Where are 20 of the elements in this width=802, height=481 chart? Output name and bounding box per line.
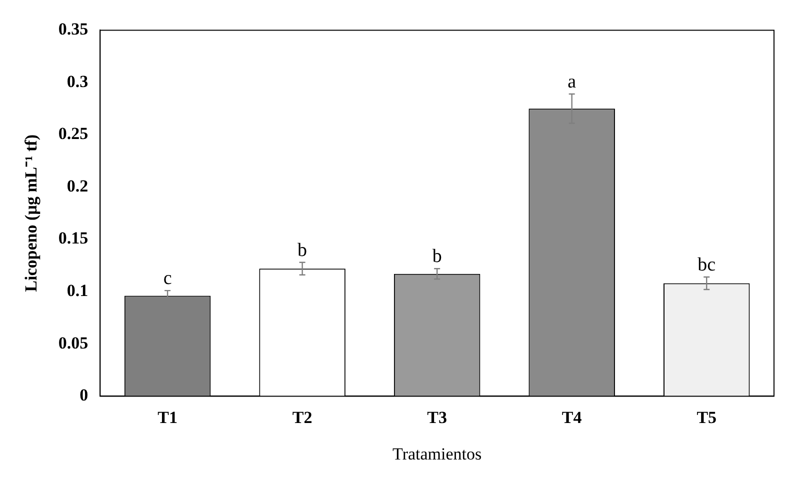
x-tick-label: T4 (562, 408, 582, 427)
annotation: c (163, 268, 172, 290)
y-tick-label: 0.3 (66, 72, 88, 91)
annotation: bc (698, 254, 716, 276)
x-tick-label: T2 (292, 408, 312, 427)
x-tick-label: T3 (427, 408, 447, 427)
x-axis-title: Tratamientos (392, 444, 482, 464)
annotation: a (568, 71, 577, 92)
annotation: b (298, 240, 308, 261)
x-tick-label: T1 (158, 408, 178, 427)
y-tick-label: 0.1 (66, 281, 88, 300)
y-axis-title: Licopeno (µg mL⁻¹ tf) (22, 134, 41, 292)
x-tick-label: T5 (696, 408, 717, 427)
y-tick-label: 0.15 (58, 228, 88, 248)
annotation: b (432, 246, 442, 268)
y-tick-label: 0.35 (58, 20, 88, 39)
y-tick-label: 0 (80, 386, 88, 405)
y-tick-label: 0.2 (66, 176, 88, 196)
y-tick-label: 0.25 (58, 124, 88, 144)
y-tick-label: 0.05 (58, 333, 88, 352)
